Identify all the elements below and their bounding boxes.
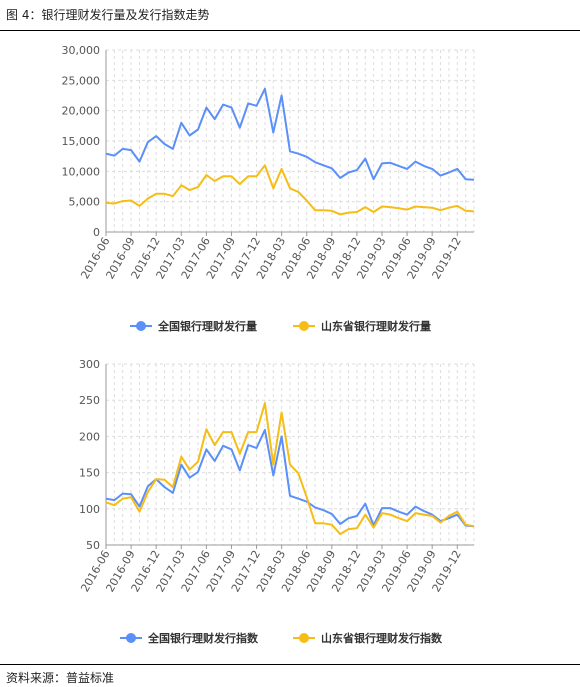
y-tick-label: 50 [86, 539, 100, 552]
legend-item-1: 全国银行理财发行指数 [120, 631, 259, 645]
legend-swatch-dot [126, 633, 136, 643]
figure-title: 图 4：银行理财发行量及发行指数走势 [6, 8, 210, 22]
series-line-2 [105, 402, 475, 536]
legend-swatch-dot [299, 633, 309, 643]
y-tick-label: 200 [79, 430, 100, 443]
legend-label: 山东省银行理财发行指数 [321, 631, 443, 645]
y-tick-label: 300 [79, 358, 100, 371]
bottom-rule [0, 664, 580, 665]
volume-line-chart: 05,00010,00015,00020,00025,00030,0002016… [62, 44, 475, 333]
y-tick-label: 20,000 [62, 105, 101, 118]
legend-label: 山东省银行理财发行量 [321, 319, 431, 333]
top-rule [0, 30, 580, 31]
legend-swatch-dot [136, 321, 146, 331]
y-tick-label: 25,000 [62, 74, 101, 87]
legend-label: 全国银行理财发行量 [157, 319, 257, 333]
y-tick-label: 100 [79, 503, 100, 516]
series-line-2 [105, 164, 475, 216]
y-tick-label: 30,000 [62, 44, 101, 57]
y-tick-label: 5,000 [69, 196, 101, 209]
series-line-1 [105, 87, 475, 181]
legend-swatch-dot [299, 321, 309, 331]
source-note: 资料来源：普益标准 [6, 671, 115, 685]
y-tick-label: 250 [79, 394, 100, 407]
legend-label: 全国银行理财发行指数 [147, 631, 259, 645]
index-line-chart: 501001502002503002016-062016-092016-1220… [78, 358, 475, 645]
legend-item-1: 全国银行理财发行量 [130, 319, 257, 333]
y-tick-label: 0 [93, 226, 100, 239]
y-tick-label: 150 [79, 467, 100, 480]
series-line-1 [105, 428, 475, 528]
legend-item-2: 山东省银行理财发行量 [293, 319, 431, 333]
legend-item-2: 山东省银行理财发行指数 [293, 631, 443, 645]
y-tick-label: 15,000 [62, 135, 101, 148]
y-tick-label: 10,000 [62, 165, 101, 178]
